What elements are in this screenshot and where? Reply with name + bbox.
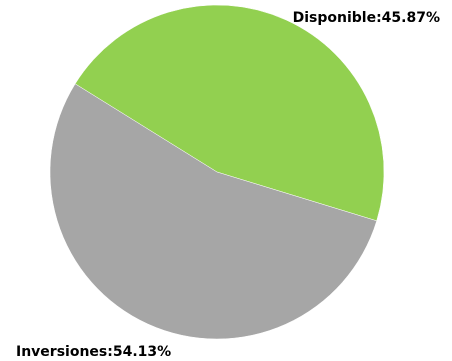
- pie-slices: [49, 4, 385, 340]
- pie-labels: Disponible:45.87% Inversiones:54.13%: [16, 10, 440, 360]
- pie-slice-inversiones: [49, 83, 378, 340]
- pie-slice-disponible: [74, 4, 385, 222]
- slice-label-inversiones: Inversiones:54.13%: [16, 344, 171, 360]
- slice-label-disponible: Disponible:45.87%: [293, 10, 440, 26]
